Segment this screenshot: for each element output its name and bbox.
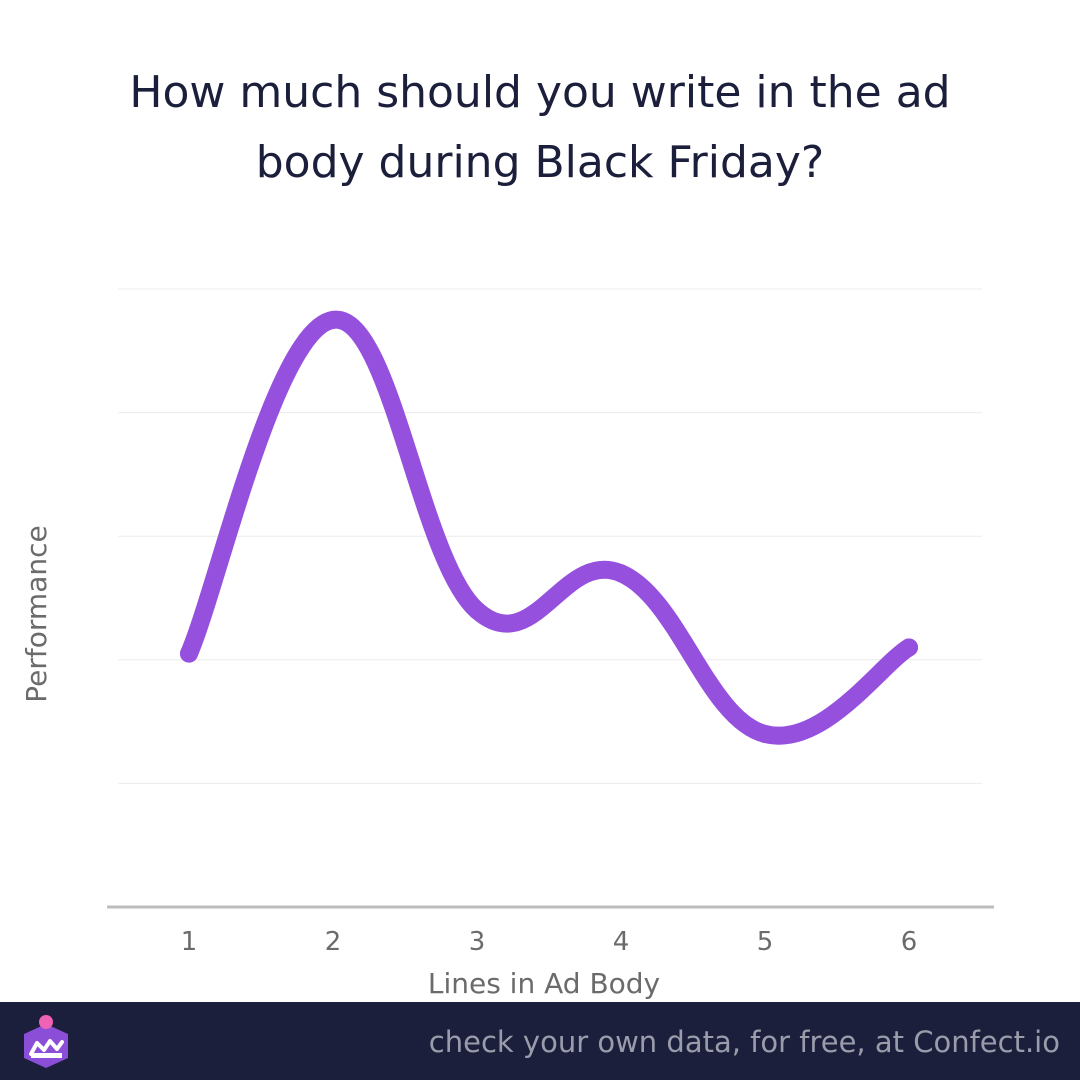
x-tick-label: 5 [757, 927, 774, 957]
data-point-2 [324, 310, 342, 329]
x-tick-label: 6 [901, 927, 918, 957]
line-chart: 1 2 3 4 5 6 Lines in Ad Body Performance [20, 288, 994, 1000]
footer-banner: check your own data, for free, at Confec… [0, 1002, 1080, 1080]
data-point-3 [468, 601, 486, 620]
x-tick-label: 4 [613, 927, 630, 957]
series-line [180, 310, 918, 745]
x-tick-label: 1 [181, 927, 198, 957]
chart-title: How much should you write in the ad body… [40, 58, 1040, 198]
data-point-6 [900, 638, 918, 657]
data-point-1 [180, 644, 198, 663]
x-tick-label: 3 [469, 927, 486, 957]
chart-title-line-1: How much should you write in the ad [129, 67, 951, 118]
x-tick-label: 2 [325, 927, 342, 957]
chart-title-line-2: body during Black Friday? [255, 137, 825, 188]
data-point-5 [756, 724, 774, 743]
x-axis-label: Lines in Ad Body [428, 967, 660, 1000]
footer-text: check your own data, for free, at Confec… [428, 1025, 1060, 1059]
confect-logo-icon [24, 1015, 68, 1068]
data-point-4 [612, 564, 630, 583]
y-axis-label: Performance [20, 525, 53, 702]
